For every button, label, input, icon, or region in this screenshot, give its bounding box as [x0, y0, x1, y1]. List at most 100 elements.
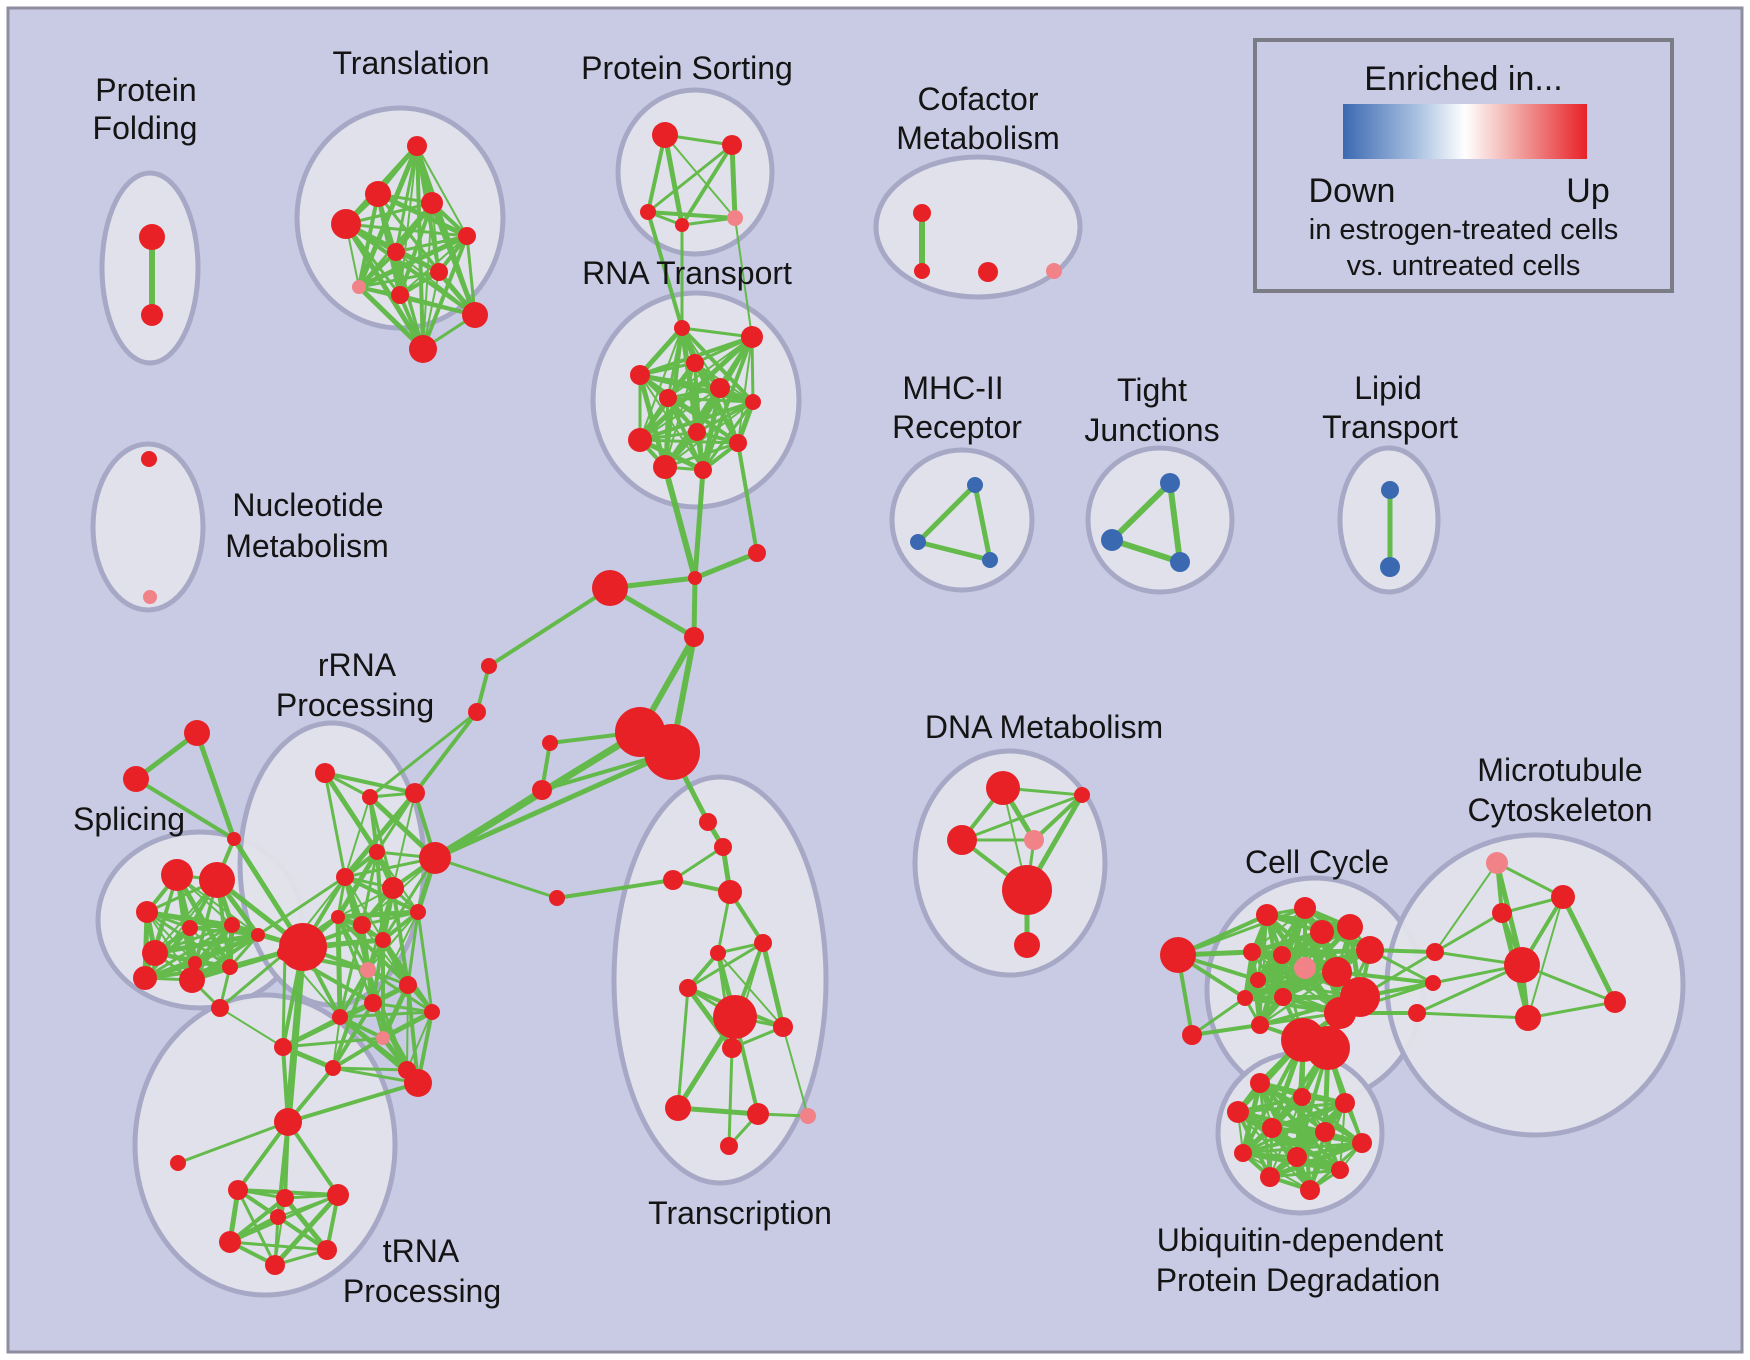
gene-set-node-84[interactable] [331, 910, 345, 924]
gene-set-node-47[interactable] [718, 880, 742, 904]
gene-set-node-146[interactable] [1425, 975, 1441, 991]
gene-set-node-138[interactable] [1306, 1026, 1350, 1070]
gene-set-node-124[interactable] [1356, 936, 1384, 964]
gene-set-node-38[interactable] [592, 570, 628, 606]
gene-set-node-4[interactable] [421, 192, 443, 214]
gene-set-node-57[interactable] [800, 1108, 816, 1124]
gene-set-node-140[interactable] [1551, 885, 1575, 909]
gene-set-node-76[interactable] [405, 783, 425, 803]
gene-set-node-8[interactable] [430, 263, 448, 281]
gene-set-node-62[interactable] [161, 859, 193, 891]
gene-set-node-160[interactable] [481, 658, 497, 674]
gene-set-node-129[interactable] [1250, 972, 1266, 988]
gene-set-node-88[interactable] [211, 999, 229, 1017]
gene-set-node-122[interactable] [1310, 920, 1334, 944]
gene-set-node-99[interactable] [228, 1180, 248, 1200]
gene-set-node-63[interactable] [199, 862, 235, 898]
gene-set-node-103[interactable] [317, 1240, 337, 1260]
gene-set-node-108[interactable] [947, 825, 977, 855]
gene-set-node-53[interactable] [773, 1017, 793, 1037]
gene-set-node-79[interactable] [336, 868, 354, 886]
gene-set-node-18[interactable] [913, 204, 931, 222]
gene-set-node-130[interactable] [1274, 988, 1292, 1006]
gene-set-node-0[interactable] [139, 224, 165, 250]
gene-set-node-86[interactable] [399, 976, 417, 994]
gene-set-node-115[interactable] [1160, 473, 1180, 493]
gene-set-node-125[interactable] [1243, 943, 1261, 961]
gene-set-node-119[interactable] [1380, 557, 1400, 577]
gene-set-node-97[interactable] [274, 1108, 302, 1136]
gene-set-node-67[interactable] [142, 940, 168, 966]
gene-set-node-15[interactable] [640, 204, 656, 220]
gene-set-node-90[interactable] [424, 1004, 440, 1020]
gene-set-node-52[interactable] [713, 995, 757, 1039]
gene-set-node-2[interactable] [407, 136, 427, 156]
gene-set-node-112[interactable] [967, 477, 983, 493]
gene-set-node-49[interactable] [710, 945, 726, 961]
gene-set-node-58[interactable] [720, 1137, 738, 1155]
gene-set-node-102[interactable] [219, 1231, 241, 1253]
gene-set-node-3[interactable] [365, 181, 391, 207]
gene-set-node-116[interactable] [1101, 529, 1123, 551]
gene-set-node-150[interactable] [1335, 1093, 1355, 1113]
gene-set-node-89[interactable] [364, 994, 382, 1012]
gene-set-node-29[interactable] [659, 389, 677, 407]
gene-set-node-93[interactable] [376, 1031, 390, 1045]
gene-set-node-109[interactable] [1024, 830, 1044, 850]
gene-set-node-100[interactable] [276, 1189, 294, 1207]
gene-set-node-85[interactable] [360, 962, 376, 978]
gene-set-node-154[interactable] [1352, 1133, 1372, 1153]
gene-set-node-32[interactable] [628, 428, 652, 452]
gene-set-node-60[interactable] [123, 766, 149, 792]
gene-set-node-120[interactable] [1256, 904, 1278, 926]
gene-set-node-59[interactable] [184, 720, 210, 746]
gene-set-node-10[interactable] [391, 286, 409, 304]
gene-set-node-72[interactable] [179, 967, 205, 993]
gene-set-node-92[interactable] [274, 1038, 292, 1056]
gene-set-node-139[interactable] [1486, 852, 1508, 874]
gene-set-node-41[interactable] [644, 724, 700, 780]
gene-set-node-145[interactable] [1426, 943, 1444, 961]
gene-set-node-136[interactable] [1182, 1025, 1202, 1045]
gene-set-node-35[interactable] [694, 461, 712, 479]
gene-set-node-28[interactable] [710, 378, 730, 398]
gene-set-node-159[interactable] [1300, 1180, 1320, 1200]
gene-set-node-37[interactable] [748, 544, 766, 562]
gene-set-node-141[interactable] [1492, 903, 1512, 923]
gene-set-node-144[interactable] [1515, 1005, 1541, 1031]
gene-set-node-111[interactable] [1014, 932, 1040, 958]
gene-set-node-66[interactable] [224, 917, 240, 933]
gene-set-node-71[interactable] [133, 966, 157, 990]
gene-set-node-148[interactable] [1250, 1073, 1270, 1093]
gene-set-node-126[interactable] [1273, 946, 1291, 964]
gene-set-node-156[interactable] [1287, 1147, 1307, 1167]
gene-set-node-68[interactable] [188, 956, 202, 970]
gene-set-node-132[interactable] [1251, 1016, 1269, 1034]
gene-set-node-161[interactable] [468, 703, 486, 721]
gene-set-node-135[interactable] [1160, 937, 1196, 973]
gene-set-node-128[interactable] [1322, 957, 1352, 987]
gene-set-node-74[interactable] [315, 763, 335, 783]
gene-set-node-127[interactable] [1294, 957, 1316, 979]
gene-set-node-39[interactable] [684, 627, 704, 647]
gene-set-node-96[interactable] [404, 1069, 432, 1097]
gene-set-node-104[interactable] [265, 1255, 285, 1275]
gene-set-node-158[interactable] [1331, 1161, 1349, 1179]
gene-set-node-14[interactable] [722, 135, 742, 155]
gene-set-node-147[interactable] [1408, 1004, 1426, 1022]
gene-set-node-70[interactable] [251, 928, 265, 942]
gene-set-node-43[interactable] [532, 780, 552, 800]
gene-set-node-51[interactable] [679, 979, 697, 997]
gene-set-node-20[interactable] [978, 262, 998, 282]
gene-set-node-77[interactable] [369, 844, 385, 860]
gene-set-node-73[interactable] [279, 923, 327, 971]
gene-set-node-22[interactable] [141, 451, 157, 467]
gene-set-node-69[interactable] [222, 959, 238, 975]
gene-set-node-42[interactable] [542, 735, 558, 751]
gene-set-node-118[interactable] [1381, 481, 1399, 499]
gene-set-node-11[interactable] [462, 302, 488, 328]
gene-set-node-80[interactable] [382, 877, 404, 899]
gene-set-node-107[interactable] [1074, 787, 1090, 803]
gene-set-node-6[interactable] [458, 227, 476, 245]
gene-set-node-61[interactable] [227, 832, 241, 846]
